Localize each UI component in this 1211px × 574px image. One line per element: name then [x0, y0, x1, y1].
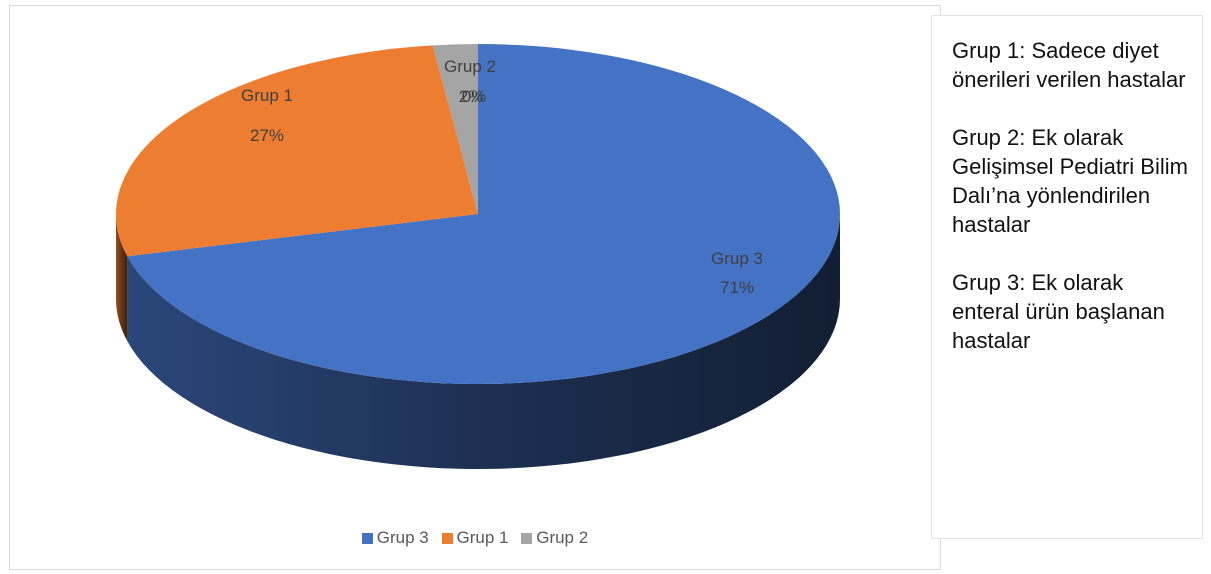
note-grup-3: Grup 3: Ek olarak enteral ürün başlanan …	[952, 270, 1165, 353]
legend-item-grup-2: Grup 2	[521, 528, 588, 548]
legend-item-grup-1: Grup 1	[441, 528, 509, 548]
pie-side-grup-1	[116, 214, 128, 342]
legend-swatch-grup-1	[441, 532, 453, 544]
legend-label: Grup 2	[536, 528, 589, 547]
legend-item-grup-3: Grup 3	[361, 528, 429, 548]
pie-chart: Grup 3 71% Grup 1 27% Grup 2 2%0%	[115, 44, 841, 470]
legend-swatch-grup-3	[361, 532, 373, 544]
legend-swatch-grup-2	[521, 532, 533, 544]
pie-slice-grup-1	[115, 45, 478, 257]
legend-label: Grup 1	[456, 528, 509, 547]
chart-area: Grup 3 71% Grup 1 27% Grup 2 2% 0% Grup 3 Grup…	[9, 5, 941, 570]
data-label-grup-2-name: Grup 2	[444, 57, 496, 76]
data-label-grup-3-percent: 71%	[720, 278, 754, 297]
note-grup-1: Grup 1: Sadece diyet önerileri verilen h…	[952, 38, 1186, 92]
data-label-grup-1-percent: 27%	[250, 126, 284, 145]
data-label-grup-3-name: Grup 3	[711, 249, 763, 268]
data-label-zero-percent: 0%	[462, 87, 487, 106]
pie-side-grup-3	[127, 214, 841, 470]
legend-label: Grup 3	[376, 528, 429, 547]
pie-slice-grup-2	[432, 44, 478, 214]
pie-slice-grup-3	[127, 44, 840, 385]
data-label-grup-2-percent: 2%	[459, 87, 484, 106]
group-description-box: Grup 1: Sadece diyet önerileri verilen h…	[931, 15, 1203, 539]
note-grup-2: Grup 2: Ek olarak Gelişimsel Pediatri Bi…	[952, 125, 1188, 237]
legend: Grup 3 Grup 1 Grup 2	[10, 528, 940, 549]
data-label-grup-1-name: Grup 1	[241, 86, 293, 105]
